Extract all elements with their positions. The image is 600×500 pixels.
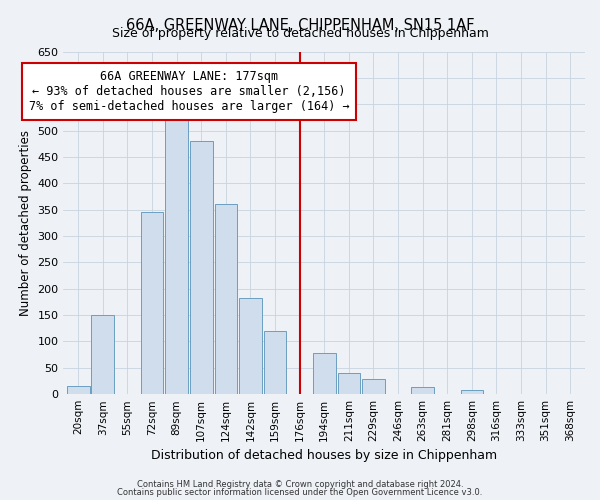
Bar: [412, 388, 434, 394]
Y-axis label: Number of detached properties: Number of detached properties: [19, 130, 32, 316]
Text: 66A, GREENWAY LANE, CHIPPENHAM, SN15 1AF: 66A, GREENWAY LANE, CHIPPENHAM, SN15 1AF: [126, 18, 474, 32]
Bar: [140, 212, 163, 394]
Bar: [165, 120, 188, 394]
Bar: [264, 331, 286, 394]
Bar: [461, 390, 483, 394]
Bar: [91, 315, 114, 394]
Bar: [190, 141, 212, 394]
Bar: [362, 380, 385, 394]
Text: 66A GREENWAY LANE: 177sqm
← 93% of detached houses are smaller (2,156)
7% of sem: 66A GREENWAY LANE: 177sqm ← 93% of detac…: [29, 70, 349, 113]
Bar: [215, 204, 237, 394]
Bar: [338, 373, 360, 394]
Bar: [67, 386, 89, 394]
Bar: [313, 353, 335, 394]
Text: Contains public sector information licensed under the Open Government Licence v3: Contains public sector information licen…: [118, 488, 482, 497]
Bar: [239, 298, 262, 394]
X-axis label: Distribution of detached houses by size in Chippenham: Distribution of detached houses by size …: [151, 450, 497, 462]
Text: Size of property relative to detached houses in Chippenham: Size of property relative to detached ho…: [112, 28, 488, 40]
Text: Contains HM Land Registry data © Crown copyright and database right 2024.: Contains HM Land Registry data © Crown c…: [137, 480, 463, 489]
